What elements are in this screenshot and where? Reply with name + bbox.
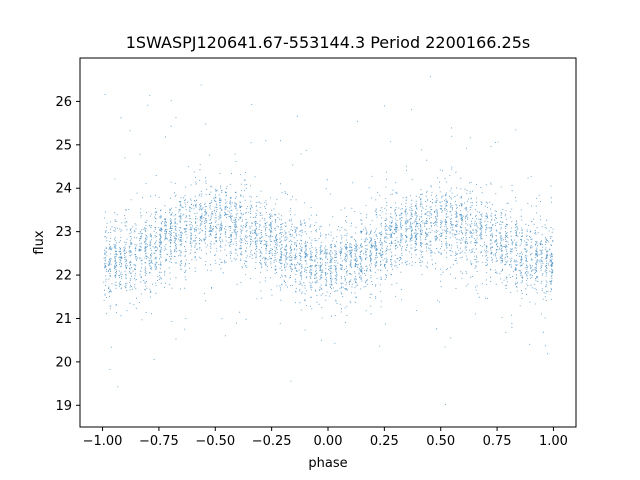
x-tick-label: 0.50 [426, 434, 455, 449]
y-tick-label: 20 [55, 355, 72, 370]
y-tick-label: 21 [55, 312, 72, 327]
y-tick-label: 19 [55, 399, 72, 414]
x-tick-label: −0.75 [139, 434, 179, 449]
x-tick-label: 0.25 [370, 434, 399, 449]
scatter-points [103, 76, 554, 406]
x-tick-label: −0.50 [195, 434, 235, 449]
y-tick-label: 25 [55, 138, 72, 153]
x-tick-label: −0.25 [252, 434, 292, 449]
x-axis-label: phase [308, 456, 347, 471]
y-tick-label: 23 [55, 225, 72, 240]
y-tick-label: 24 [55, 182, 72, 197]
x-tick-label: 0.00 [314, 434, 343, 449]
y-axis-label: flux [32, 230, 47, 254]
x-axis-ticks: −1.00 −0.75 −0.50 −0.25 0.00 0.25 0.50 0.75 1.00 [83, 427, 568, 449]
x-tick-label: −1.00 [83, 434, 123, 449]
chart-title: 1SWASPJ120641.67-553144.3 Period 2200166… [126, 33, 531, 52]
x-tick-label: 1.00 [539, 434, 568, 449]
y-tick-label: 22 [55, 269, 72, 284]
data-points [103, 76, 554, 406]
y-axis-ticks: 19 20 21 22 23 24 25 26 [55, 95, 80, 414]
y-tick-label: 26 [55, 95, 72, 110]
x-tick-label: 0.75 [483, 434, 512, 449]
